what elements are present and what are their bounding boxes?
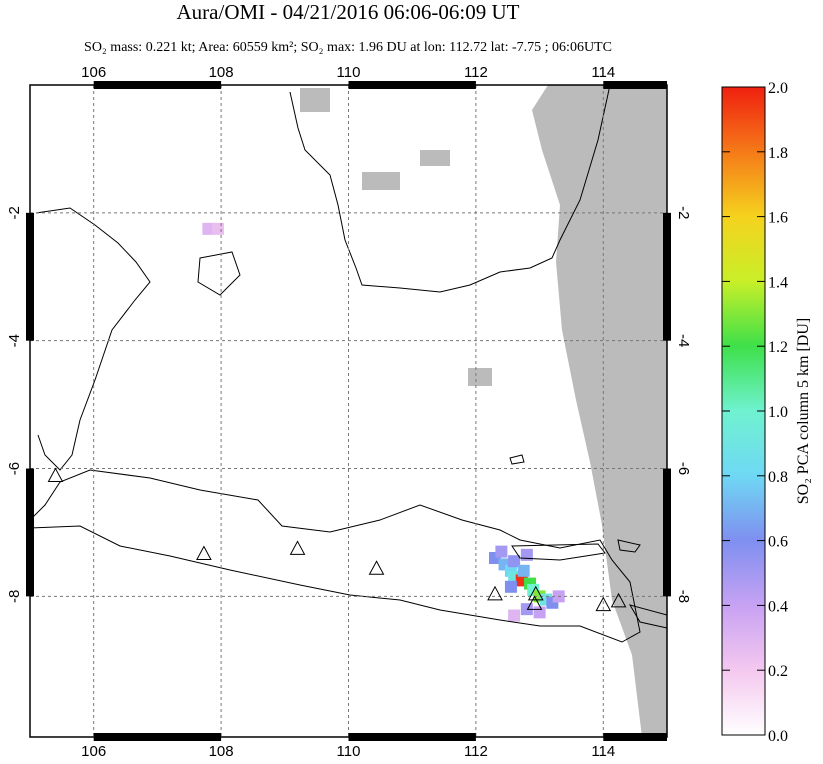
x-tick-label: 110 xyxy=(337,64,361,81)
colorbar-tick-label: 1.6 xyxy=(768,210,788,227)
y-tick-label: -2 xyxy=(675,206,692,219)
frame-bar xyxy=(348,81,476,89)
colorbar-tick-label: 0.0 xyxy=(768,728,788,745)
volcano xyxy=(368,560,385,575)
so2-cell xyxy=(517,564,530,577)
x-tick-label: 112 xyxy=(464,64,488,81)
x-tick-label: 106 xyxy=(81,64,106,81)
y-tick-label: -4 xyxy=(675,334,692,347)
colorbar-tick-label: 0.6 xyxy=(768,534,788,551)
frame-bar xyxy=(603,81,667,89)
colorbar-tick-label: 0.8 xyxy=(768,469,788,486)
x-tick-label: 110 xyxy=(337,743,361,759)
colorbar-tick-label: 1.2 xyxy=(768,339,788,356)
colorbar-tick-label: 1.4 xyxy=(768,274,788,291)
chart-subtitle: SO₂ mass: 0.221 kt; Area: 60559 km²; SO₂… xyxy=(84,40,612,55)
so2-cell xyxy=(508,555,521,568)
y-tick-label: -4 xyxy=(6,334,23,347)
y-tick-label: -6 xyxy=(6,462,23,475)
y-tick-label: -2 xyxy=(6,206,23,219)
so2-cell xyxy=(495,545,508,558)
frame-bar xyxy=(663,212,671,341)
no-data-areas xyxy=(300,85,667,737)
x-tick-label: 112 xyxy=(464,743,488,759)
y-tick-label: -8 xyxy=(675,590,692,603)
so2-cell xyxy=(504,580,517,593)
frame-bar xyxy=(663,468,671,597)
frame-bar xyxy=(93,81,222,89)
so2-cell xyxy=(508,609,521,622)
x-tick-label: 114 xyxy=(591,64,615,81)
so2-cell xyxy=(533,606,546,619)
so2-cell xyxy=(211,222,224,235)
x-tick-label: 114 xyxy=(591,743,615,759)
y-tick-label: -8 xyxy=(6,590,23,603)
colorbar-tick-label: 1.0 xyxy=(768,404,788,421)
frame-bar xyxy=(93,733,222,741)
colorbar-tick-label: 1.8 xyxy=(768,145,788,162)
x-tick-label: 108 xyxy=(209,743,234,759)
coastlines xyxy=(29,84,668,643)
colorbar-tick-label: 2.0 xyxy=(768,80,788,97)
colorbar-label: SO₂ PCA column 5 km [DU] xyxy=(795,318,812,504)
frame-bar xyxy=(348,733,476,741)
frame-bar xyxy=(603,733,667,741)
volcano xyxy=(487,585,503,601)
frame-bar xyxy=(26,212,34,341)
colorbar-tick-label: 0.2 xyxy=(768,663,788,680)
y-tick-label: -6 xyxy=(675,462,692,475)
volcano xyxy=(595,596,612,612)
chart-title: Aura/OMI - 04/21/2016 06:06-06:09 UT xyxy=(177,0,520,24)
volcano xyxy=(196,545,212,561)
volcano xyxy=(526,595,543,610)
volcano xyxy=(610,592,627,608)
colorbar-tick-label: 0.4 xyxy=(768,598,788,615)
volcano xyxy=(47,467,64,483)
volcano xyxy=(289,540,306,555)
x-tick-label: 106 xyxy=(81,743,106,759)
so2-cell xyxy=(520,603,533,616)
x-tick-label: 108 xyxy=(209,64,234,81)
so2-cell xyxy=(202,222,215,235)
frame-bar xyxy=(26,468,34,597)
